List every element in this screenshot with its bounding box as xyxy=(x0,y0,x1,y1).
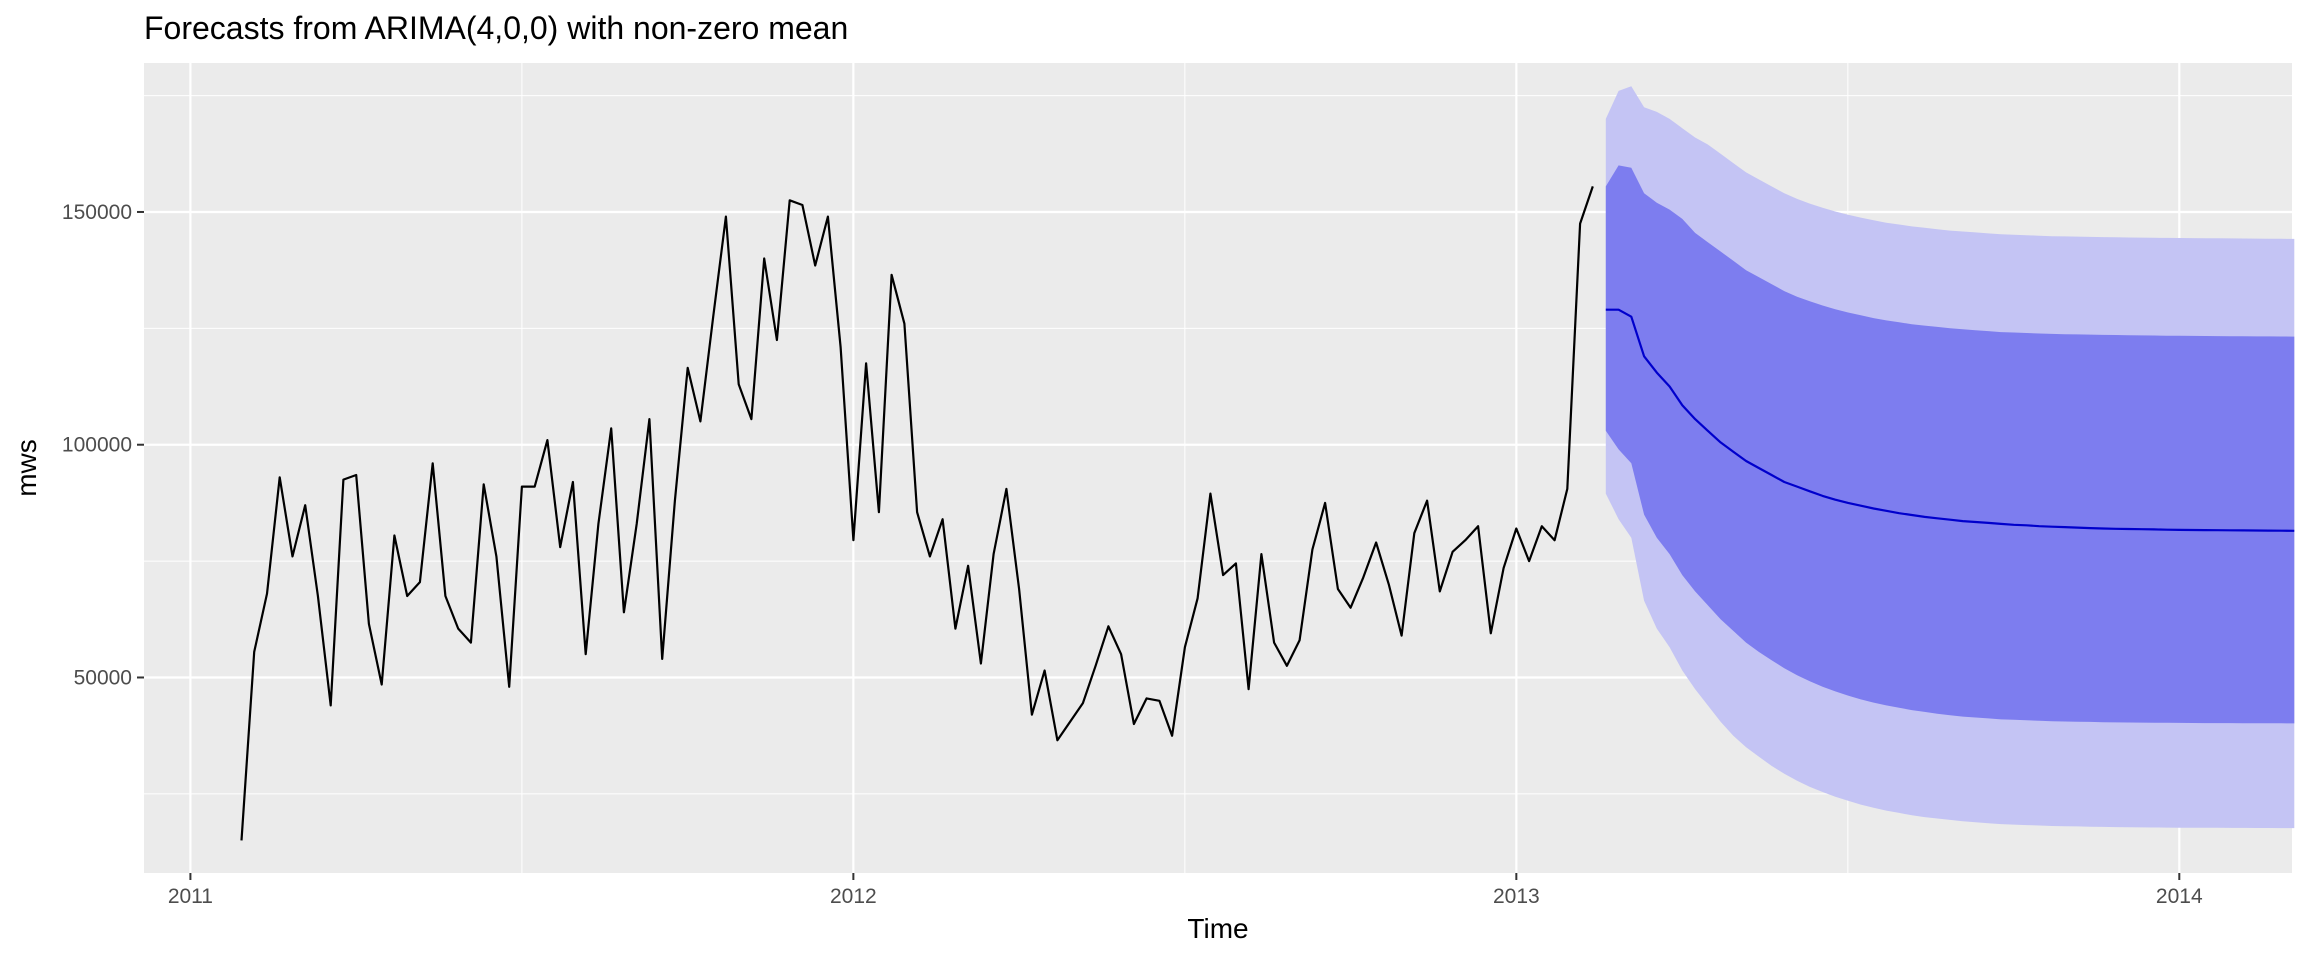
x-axis: 2011 2012 2013 2014 xyxy=(168,873,2203,908)
chart-title: Forecasts from ARIMA(4,0,0) with non-zer… xyxy=(144,10,848,46)
y-tick-label: 50000 xyxy=(74,666,132,689)
prediction-intervals xyxy=(1605,86,2295,829)
x-tick-label: 2011 xyxy=(168,885,213,908)
band-80-interval xyxy=(1605,165,2295,724)
y-axis-title: mws xyxy=(11,439,42,497)
observed-series-line xyxy=(240,186,1594,841)
x-tick-label: 2012 xyxy=(830,885,877,908)
y-tick-label: 100000 xyxy=(62,434,132,457)
y-tick-label: 150000 xyxy=(62,201,132,224)
x-axis-title: Time xyxy=(1187,913,1248,944)
y-axis: 50000 100000 150000 xyxy=(62,201,144,689)
x-tick-label: 2014 xyxy=(2156,885,2203,908)
forecast-mean-line xyxy=(1605,308,2295,532)
series-lines xyxy=(240,186,2295,841)
x-tick-label: 2013 xyxy=(1493,885,1540,908)
